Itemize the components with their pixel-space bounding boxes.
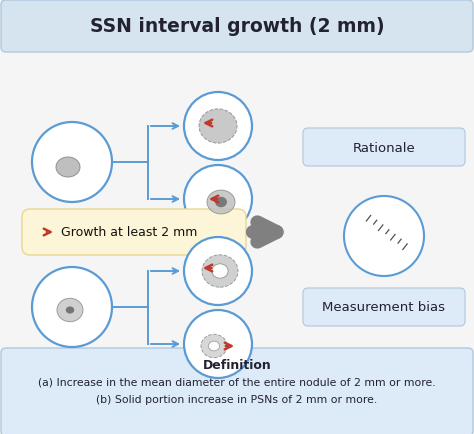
Text: (a) Increase in the mean diameter of the entire nodule of 2 mm or more.: (a) Increase in the mean diameter of the… — [38, 377, 436, 387]
Ellipse shape — [202, 255, 238, 288]
Circle shape — [32, 267, 112, 347]
Text: Growth at least 2 mm: Growth at least 2 mm — [61, 226, 197, 239]
FancyBboxPatch shape — [303, 129, 465, 167]
Ellipse shape — [201, 335, 227, 358]
FancyBboxPatch shape — [1, 348, 473, 434]
Ellipse shape — [207, 191, 235, 214]
Text: SSN interval growth (2 mm): SSN interval growth (2 mm) — [90, 17, 384, 36]
FancyBboxPatch shape — [22, 210, 246, 256]
Circle shape — [184, 93, 252, 161]
Text: Measurement bias: Measurement bias — [322, 301, 446, 314]
FancyBboxPatch shape — [303, 288, 465, 326]
Circle shape — [184, 310, 252, 378]
Ellipse shape — [66, 307, 74, 314]
Ellipse shape — [209, 341, 219, 351]
Circle shape — [184, 166, 252, 233]
Circle shape — [344, 197, 424, 276]
FancyBboxPatch shape — [1, 1, 473, 53]
Ellipse shape — [57, 299, 83, 322]
Circle shape — [184, 237, 252, 305]
FancyBboxPatch shape — [358, 214, 410, 260]
Text: (b) Solid portion increase in PSNs of 2 mm or more.: (b) Solid portion increase in PSNs of 2 … — [96, 394, 378, 404]
Ellipse shape — [56, 158, 80, 178]
Ellipse shape — [215, 197, 227, 208]
Text: Definition: Definition — [202, 358, 272, 372]
Text: Rationale: Rationale — [353, 141, 415, 154]
Ellipse shape — [199, 110, 237, 144]
Circle shape — [32, 123, 112, 203]
Ellipse shape — [212, 264, 228, 279]
